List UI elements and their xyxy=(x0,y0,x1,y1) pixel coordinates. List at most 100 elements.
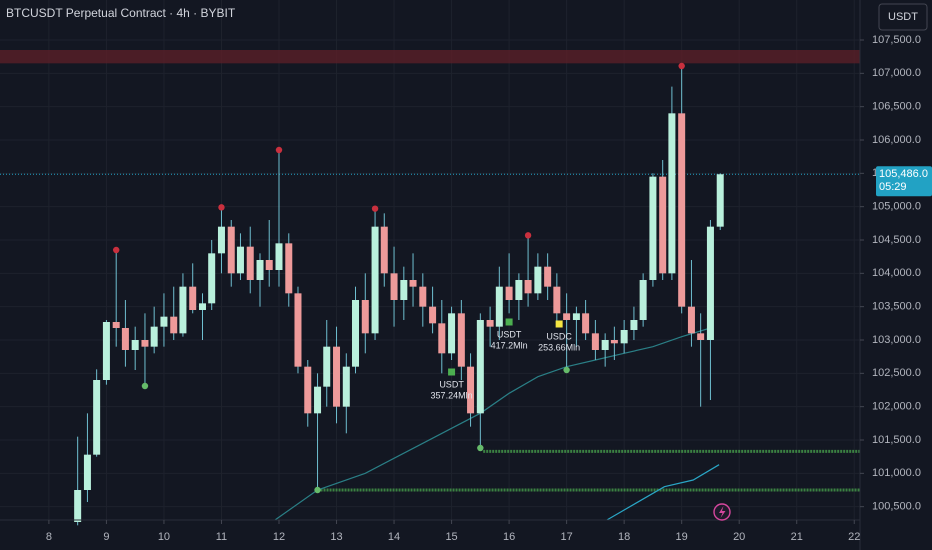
x-tick-label: 15 xyxy=(445,531,457,543)
pivot-high xyxy=(218,204,225,211)
moving-average xyxy=(274,327,711,521)
candle-body xyxy=(74,490,82,522)
candle-body xyxy=(429,306,437,324)
candle-body xyxy=(524,280,532,294)
flow-label: 417.2Mln xyxy=(491,340,528,350)
y-tick-label: 107,500.0 xyxy=(872,34,921,46)
candle-body xyxy=(256,260,264,280)
candle-body xyxy=(476,320,484,414)
candle-body xyxy=(438,323,446,354)
candle-body xyxy=(323,346,331,387)
x-tick-label: 18 xyxy=(618,531,630,543)
candle-body xyxy=(304,366,312,414)
candle-body xyxy=(189,286,197,310)
candle-body xyxy=(342,366,350,407)
x-tick-label: 16 xyxy=(503,531,515,543)
candle-body xyxy=(620,330,628,344)
candle-body xyxy=(333,346,341,407)
x-tick-label: 22 xyxy=(848,531,860,543)
candle-body xyxy=(236,246,244,274)
candle-body xyxy=(544,266,552,287)
x-tick-label: 20 xyxy=(733,531,745,543)
candle-body xyxy=(467,366,475,414)
currency-button[interactable] xyxy=(878,3,928,31)
candle-body xyxy=(170,316,178,334)
y-tick-label: 107,000.0 xyxy=(872,67,921,79)
x-tick-label: 11 xyxy=(216,531,227,543)
x-tick-label: 13 xyxy=(330,531,342,543)
last-price-badge xyxy=(876,166,932,197)
pivot-low xyxy=(477,444,484,452)
candle-body xyxy=(716,174,724,227)
flow-label: USDT xyxy=(497,329,522,339)
candle-body xyxy=(572,313,580,320)
y-tick-label: 102,000.0 xyxy=(872,401,921,413)
pivot-high xyxy=(275,146,283,154)
candle-body xyxy=(610,340,618,344)
candle-body xyxy=(419,286,427,307)
y-tick-label: 100,500.0 xyxy=(872,501,921,513)
candle-body xyxy=(659,176,667,274)
candle-body xyxy=(390,273,398,300)
candle-body xyxy=(275,243,283,270)
pivot-low xyxy=(563,366,570,374)
flow-label: 253.66Mln xyxy=(538,342,580,352)
x-tick-label: 12 xyxy=(273,531,285,543)
candle-body xyxy=(697,333,705,340)
flow-label: 357.24Mln xyxy=(431,390,473,400)
x-tick-label: 19 xyxy=(676,531,688,543)
candle-body xyxy=(409,280,417,287)
y-tick-label: 106,000.0 xyxy=(872,134,921,146)
candle-body xyxy=(457,313,465,367)
candle-body xyxy=(448,313,456,354)
candle-body xyxy=(371,226,379,334)
chart-title: BTCUSDT Perpetual Contract · 4h · BYBIT xyxy=(6,6,236,20)
x-tick-label: 9 xyxy=(103,531,109,543)
candle-body xyxy=(227,226,235,274)
candle-body xyxy=(706,226,714,340)
candle-body xyxy=(352,300,360,367)
candle-body xyxy=(649,176,657,280)
candle-body xyxy=(265,260,273,270)
candle-body xyxy=(285,243,293,294)
candle-body xyxy=(553,286,561,314)
y-tick-label: 102,500.0 xyxy=(872,367,921,379)
candle-body xyxy=(208,253,216,304)
candle-body xyxy=(495,286,503,327)
candle-body xyxy=(400,280,408,300)
candle-body xyxy=(630,320,638,330)
x-tick-label: 10 xyxy=(158,531,170,543)
flow-marker xyxy=(555,320,563,328)
candle-body xyxy=(217,226,225,254)
candle-body xyxy=(83,454,91,490)
candle-body xyxy=(591,333,599,350)
candle-body xyxy=(486,320,494,327)
candle-body xyxy=(141,340,149,347)
candle-body xyxy=(121,328,129,350)
flow-marker xyxy=(505,318,513,326)
pivot-high xyxy=(113,246,120,254)
candle-body xyxy=(582,313,590,334)
candle-body xyxy=(380,226,388,274)
candle-body xyxy=(361,300,369,334)
x-tick-label: 14 xyxy=(388,531,400,543)
last-price-label: 105,486.0 xyxy=(879,168,928,180)
countdown-label: 05:29 xyxy=(879,181,907,193)
candle-body xyxy=(601,340,609,350)
candle-body xyxy=(112,322,120,328)
candle-body xyxy=(160,316,168,327)
candle-body xyxy=(563,313,571,320)
candle-body xyxy=(93,380,101,455)
candle-body xyxy=(314,386,322,414)
candle-body xyxy=(131,340,139,350)
candle-body xyxy=(198,303,206,310)
currency-label[interactable]: USDT xyxy=(888,11,918,23)
y-tick-label: 101,500.0 xyxy=(872,434,921,446)
pivot-high xyxy=(371,205,379,212)
alert-icon-bolt xyxy=(719,506,726,518)
pivot-high xyxy=(524,232,532,239)
y-tick-label: 101,000.0 xyxy=(872,467,921,479)
